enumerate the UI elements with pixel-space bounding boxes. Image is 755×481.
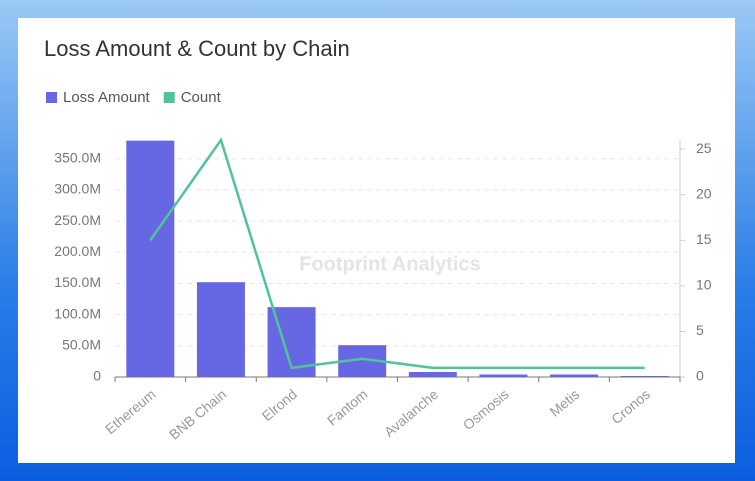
bar — [620, 376, 669, 377]
bar — [479, 374, 528, 377]
legend-label: Loss Amount — [63, 89, 151, 106]
y-tick-label: 300.0M — [54, 181, 101, 197]
y-tick-label: 200.0M — [54, 243, 101, 259]
y2-tick-label: 5 — [696, 322, 704, 338]
x-tick-label: Cronos — [608, 386, 653, 427]
legend-swatch — [46, 92, 57, 103]
bar — [196, 282, 245, 377]
x-tick-label: Elrond — [259, 386, 300, 424]
y2-tick-label: 15 — [696, 231, 712, 247]
x-tick-label: Fantom — [324, 386, 371, 429]
y-tick-label: 250.0M — [54, 212, 101, 228]
x-tick-label: Osmosis — [460, 386, 512, 433]
bar — [550, 374, 599, 377]
y2-tick-label: 10 — [696, 277, 712, 293]
y-tick-label: 150.0M — [54, 274, 101, 290]
bar — [408, 372, 457, 377]
y-tick-label: 100.0M — [54, 305, 101, 321]
x-tick-label: Avalanche — [381, 386, 441, 440]
x-tick-label: Metis — [546, 386, 582, 420]
legend-swatch — [163, 92, 175, 103]
y-tick-label: 50.0M — [62, 337, 101, 353]
legend-label: Count — [181, 89, 222, 106]
bar — [126, 140, 175, 377]
y2-tick-label: 0 — [696, 368, 704, 384]
y-tick-label: 0 — [93, 368, 101, 384]
y-tick-label: 350.0M — [54, 149, 101, 165]
chart-title: Loss Amount & Count by Chain — [44, 36, 350, 61]
x-tick-label: Ethereum — [102, 386, 159, 437]
line — [149, 137, 645, 370]
watermark: Footprint Analytics — [299, 253, 480, 275]
x-tick-label: BNB Chain — [166, 386, 229, 443]
y2-tick-label: 20 — [696, 185, 712, 201]
y2-tick-label: 25 — [696, 140, 712, 156]
